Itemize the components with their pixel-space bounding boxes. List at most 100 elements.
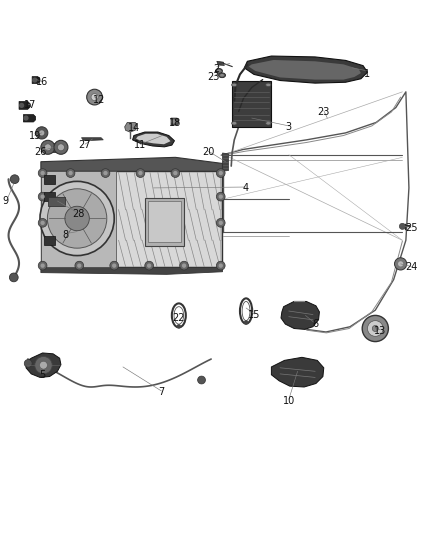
Ellipse shape [215,69,223,74]
Circle shape [66,169,75,177]
Circle shape [77,263,81,268]
Polygon shape [26,353,61,377]
Circle shape [40,181,114,256]
Polygon shape [48,197,65,206]
Circle shape [24,359,32,367]
Circle shape [198,376,205,384]
Text: 28: 28 [72,209,85,219]
Circle shape [103,171,108,175]
Circle shape [216,261,225,270]
Circle shape [110,261,119,270]
Polygon shape [281,302,319,329]
Circle shape [182,263,186,268]
Text: 18: 18 [169,118,181,128]
Text: 2: 2 [214,64,220,74]
Text: 24: 24 [405,262,417,272]
Text: 1: 1 [364,69,371,78]
Circle shape [219,263,223,268]
Text: 7: 7 [158,387,165,397]
Circle shape [10,273,18,282]
Polygon shape [43,142,65,152]
Text: 9: 9 [3,196,9,206]
Polygon shape [133,132,174,147]
Circle shape [35,127,48,139]
Circle shape [57,144,64,151]
Ellipse shape [232,122,237,125]
Polygon shape [249,60,361,79]
Circle shape [38,219,47,227]
Polygon shape [41,171,223,268]
Polygon shape [136,134,170,144]
Polygon shape [125,123,137,132]
Text: 23: 23 [318,107,330,117]
Circle shape [367,321,383,336]
Circle shape [136,169,145,177]
Text: 6: 6 [312,319,318,329]
Circle shape [44,144,51,151]
Text: 4: 4 [242,183,248,193]
Circle shape [11,175,19,183]
Text: 27: 27 [79,140,91,150]
Text: 12: 12 [93,95,105,104]
Text: 19: 19 [28,132,41,141]
Circle shape [38,261,47,270]
Circle shape [399,223,406,229]
Circle shape [40,171,45,175]
Ellipse shape [266,122,271,125]
Polygon shape [217,61,224,66]
Circle shape [219,221,223,225]
Text: 13: 13 [374,326,387,336]
Circle shape [362,316,389,342]
Bar [145,198,184,246]
Circle shape [68,171,73,175]
Circle shape [41,140,55,154]
Circle shape [171,119,176,124]
Circle shape [177,324,181,328]
Polygon shape [272,357,324,387]
Polygon shape [44,192,55,201]
Circle shape [216,192,225,201]
Circle shape [372,326,378,332]
Ellipse shape [219,73,226,78]
Circle shape [65,206,89,231]
Polygon shape [171,118,179,125]
Circle shape [138,171,143,175]
Circle shape [32,77,37,83]
Ellipse shape [232,83,237,87]
Text: 10: 10 [283,396,295,406]
Text: 14: 14 [128,123,140,133]
Circle shape [145,261,153,270]
Polygon shape [41,171,117,268]
Polygon shape [44,236,55,245]
Circle shape [54,140,68,154]
Polygon shape [32,77,40,84]
Circle shape [112,263,117,268]
Circle shape [395,258,407,270]
Circle shape [47,189,107,248]
Text: 23: 23 [208,72,220,82]
Polygon shape [232,81,272,127]
Circle shape [35,357,52,374]
Polygon shape [244,56,367,83]
Bar [148,200,180,243]
Text: 11: 11 [134,140,147,150]
Polygon shape [81,138,103,141]
Circle shape [101,169,110,177]
Circle shape [38,169,47,177]
Circle shape [216,219,225,227]
Circle shape [39,361,47,369]
Circle shape [40,195,45,199]
Text: 3: 3 [286,122,292,132]
Circle shape [171,169,180,177]
Text: 20: 20 [202,147,215,157]
Polygon shape [19,101,30,109]
Circle shape [147,263,151,268]
Text: 8: 8 [62,230,68,240]
Circle shape [39,130,44,135]
Text: 5: 5 [39,370,46,380]
Circle shape [75,261,84,270]
Text: 22: 22 [173,313,185,323]
Circle shape [244,320,248,325]
Text: 26: 26 [35,147,47,157]
Text: 17: 17 [24,100,36,110]
